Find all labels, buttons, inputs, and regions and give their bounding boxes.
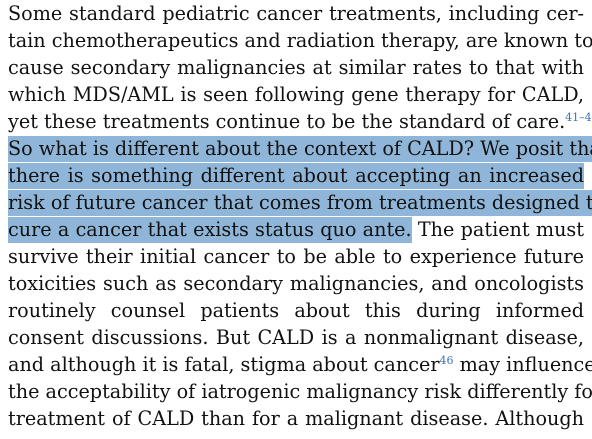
citation-link-41-45[interactable]: 41–45 xyxy=(565,111,592,124)
text-span: tain chemotherapeutics and radiation the… xyxy=(8,29,592,52)
text-line: which MDS/AML is seen following gene the… xyxy=(8,81,584,109)
text-span: may influence xyxy=(453,353,592,376)
text-line: survive their initial cancer to be able … xyxy=(8,243,584,271)
highlighted-text[interactable]: there is something different about accep… xyxy=(8,163,584,189)
text-line: routinely counsel patients about this du… xyxy=(8,297,584,325)
text-line: treatment of CALD than for a malignant d… xyxy=(8,405,584,433)
text-span: which MDS/AML is seen following gene the… xyxy=(8,83,584,106)
text-span: The patient must xyxy=(411,218,584,241)
text-span: consent discussions. But CALD is a nonma… xyxy=(8,326,584,349)
text-line: cure a cancer that exists status quo ant… xyxy=(8,216,584,244)
text-line: Some standard pediatric cancer treatment… xyxy=(8,0,584,28)
text-line: toxicities such as secondary malignancie… xyxy=(8,270,584,298)
text-span: treatment of CALD than for a malignant d… xyxy=(8,407,584,430)
text-span: the acceptability of iatrogenic malignan… xyxy=(8,380,592,403)
highlighted-line: risk of future cancer that comes from tr… xyxy=(8,189,592,217)
text-span: yet these treatments continue to be the … xyxy=(8,110,566,133)
text-line: cause secondary malignancies at similar … xyxy=(8,54,584,82)
text-span: cause secondary malignancies at similar … xyxy=(8,56,584,79)
highlighted-text[interactable]: cure a cancer that exists status quo ant… xyxy=(8,217,412,243)
text-line: consent discussions. But CALD is a nonma… xyxy=(8,324,584,352)
text-line: the acceptability of iatrogenic malignan… xyxy=(8,378,592,406)
text-span: toxicities such as secondary malignancie… xyxy=(8,272,584,295)
text-span: routinely counsel patients about this du… xyxy=(8,299,584,322)
text-span: and although it is fatal, stigma about c… xyxy=(8,353,440,376)
text-span: survive their initial cancer to be able … xyxy=(8,245,584,268)
highlighted-text[interactable]: risk of future cancer that comes from tr… xyxy=(8,190,592,216)
highlighted-line: So what is different about the context o… xyxy=(8,135,592,163)
highlighted-text[interactable]: So what is different about the context o… xyxy=(8,136,592,162)
highlighted-line: there is something different about accep… xyxy=(8,162,584,190)
citation-link-46[interactable]: 46 xyxy=(439,354,454,367)
text-line: tain chemotherapeutics and radiation the… xyxy=(8,27,592,55)
text-line: and although it is fatal, stigma about c… xyxy=(8,351,592,379)
text-span: Some standard pediatric cancer treatment… xyxy=(8,2,584,25)
text-line: yet these treatments continue to be the … xyxy=(8,108,592,136)
